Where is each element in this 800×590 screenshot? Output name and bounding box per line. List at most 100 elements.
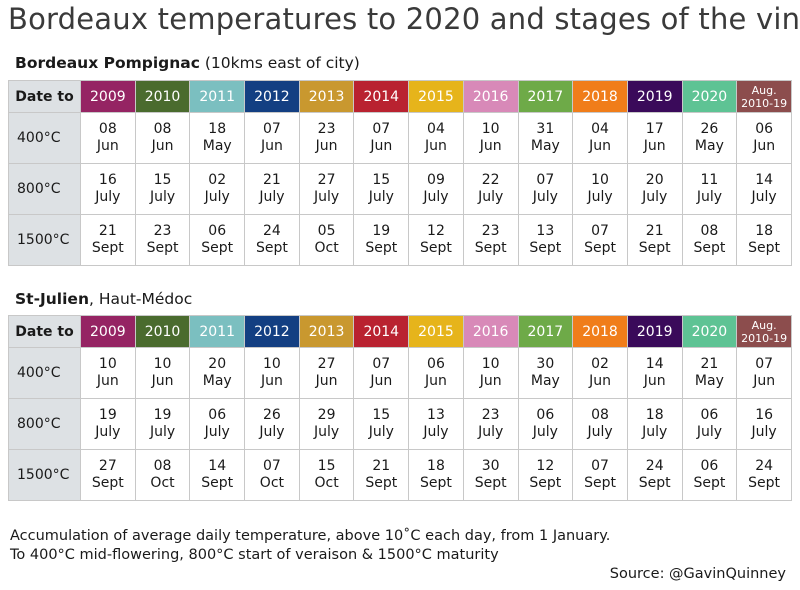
date-cell: 13 Sept	[517, 214, 574, 266]
average-header-line: 2010-19	[741, 96, 788, 110]
date-cell: 26 July	[244, 398, 300, 450]
corner-header: Date to	[8, 80, 81, 113]
date-cell: 14 Sept	[189, 449, 246, 501]
date-cell: 08 Sept	[681, 214, 738, 266]
date-cell: 06 July	[681, 398, 738, 450]
date-month: Jun	[589, 138, 611, 154]
year-header: 2020	[681, 80, 738, 113]
date-cell: 27 Jun	[298, 347, 355, 399]
date-day: 18	[645, 407, 664, 423]
date-day: 07	[372, 356, 391, 372]
date-cell: 30 May	[517, 347, 574, 399]
date-cell: 10 Jun	[244, 347, 300, 399]
date-day: 10	[481, 356, 500, 372]
date-cell: 08 Oct	[134, 449, 191, 501]
date-day: 21	[98, 223, 117, 239]
date-month: July	[259, 189, 285, 205]
date-cell: 20 July	[626, 163, 683, 215]
date-day: 06	[700, 407, 719, 423]
row-label: 800°C	[8, 398, 81, 450]
date-day: 19	[372, 223, 391, 239]
date-day: 09	[427, 172, 445, 188]
date-cell: 29 July	[298, 398, 355, 450]
date-cell: 21 Sept	[80, 214, 136, 266]
date-day: 23	[481, 407, 500, 423]
year-header: 2019	[626, 315, 683, 348]
date-day: 10	[98, 356, 117, 372]
date-cell: 17 Jun	[626, 112, 683, 164]
date-day: 13	[427, 407, 445, 423]
date-day: 02	[591, 356, 609, 372]
date-cell: 18 July	[626, 398, 683, 450]
date-day: 07	[372, 121, 391, 137]
date-cell: 14 July	[736, 163, 792, 215]
year-header: 2018	[572, 315, 628, 348]
year-header: 2011	[189, 315, 246, 348]
date-month: Jun	[479, 373, 502, 389]
date-cell: 07 Jun	[736, 347, 792, 399]
date-cell: 08 July	[572, 398, 628, 450]
date-cell: 21 May	[681, 347, 738, 399]
date-month: Jun	[260, 373, 283, 389]
date-cell: 06 Sept	[681, 449, 738, 501]
date-cell: 04 Jun	[572, 112, 628, 164]
date-day: 10	[153, 356, 172, 372]
date-cell: 06 July	[517, 398, 574, 450]
date-day: 24	[755, 458, 774, 474]
year-header: 2012	[244, 315, 300, 348]
date-cell: 14 Jun	[626, 347, 683, 399]
date-month: Sept	[693, 475, 726, 491]
date-day: 21	[262, 172, 281, 188]
year-header: 2014	[353, 80, 410, 113]
date-month: Sept	[201, 240, 234, 256]
date-cell: 19 Sept	[353, 214, 410, 266]
date-day: 21	[700, 356, 719, 372]
date-day: 05	[317, 223, 336, 239]
date-cell: 10 July	[572, 163, 628, 215]
date-day: 04	[591, 121, 609, 137]
date-cell: 07 Sept	[572, 449, 628, 501]
date-month: Sept	[584, 240, 616, 256]
header-row: Date to 2009 2010 2011 2012 2013 2014 2015 2016 2…	[8, 80, 792, 113]
date-day: 27	[98, 458, 117, 474]
date-cell: 07 Oct	[244, 449, 300, 501]
source-credit: Source: @GavinQuinney	[609, 566, 786, 582]
date-month: Jun	[643, 373, 666, 389]
date-day: 18	[208, 121, 227, 137]
date-month: July	[314, 424, 340, 440]
date-month: May	[202, 373, 232, 389]
date-cell: 21 Sept	[353, 449, 410, 501]
date-cell: 16 July	[80, 163, 136, 215]
date-cell: 27 Sept	[80, 449, 136, 501]
date-month: May	[694, 373, 724, 389]
date-day: 26	[700, 121, 719, 137]
date-month: July	[751, 424, 777, 440]
average-header: Aug. 2010-19	[736, 80, 792, 113]
year-header: 2010	[134, 315, 191, 348]
date-day: 07	[262, 458, 281, 474]
date-cell: 13 July	[408, 398, 464, 450]
date-day: 14	[755, 172, 774, 188]
date-month: July	[149, 424, 176, 440]
footnote-line-2: To 400°C mid-flowering, 800°C start of v…	[10, 547, 499, 563]
date-day: 23	[317, 121, 336, 137]
row-label: 400°C	[8, 112, 81, 164]
date-cell: 08 Jun	[80, 112, 136, 164]
page-title: Bordeaux temperatures to 2020 and stages…	[8, 2, 800, 36]
section-subtitle: (10kms east of city)	[199, 54, 360, 72]
row-label: 1500°C	[8, 449, 81, 501]
date-day: 18	[427, 458, 445, 474]
date-month: Sept	[365, 240, 398, 256]
date-month: Sept	[529, 475, 562, 491]
date-day: 29	[317, 407, 336, 423]
date-month: Sept	[474, 475, 507, 491]
date-month: July	[95, 189, 121, 205]
row-label: 400°C	[8, 347, 81, 399]
date-cell: 07 Jun	[353, 347, 410, 399]
year-header: 2012	[244, 80, 300, 113]
date-cell: 19 July	[80, 398, 136, 450]
date-month: Jun	[643, 138, 666, 154]
date-month: Jun	[589, 373, 611, 389]
year-header: 2016	[462, 80, 519, 113]
date-day: 19	[98, 407, 117, 423]
